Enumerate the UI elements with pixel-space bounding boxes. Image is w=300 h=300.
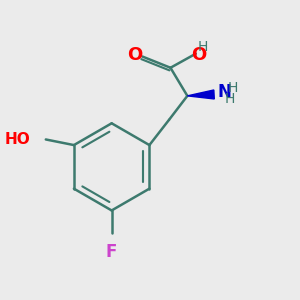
Polygon shape [187, 90, 214, 99]
Text: N: N [218, 83, 232, 101]
Text: H: H [224, 92, 235, 106]
Text: O: O [128, 46, 143, 64]
Text: O: O [191, 46, 206, 64]
Text: H: H [228, 81, 238, 95]
Text: H: H [198, 40, 208, 54]
Text: F: F [106, 243, 117, 261]
Text: HO: HO [4, 132, 30, 147]
